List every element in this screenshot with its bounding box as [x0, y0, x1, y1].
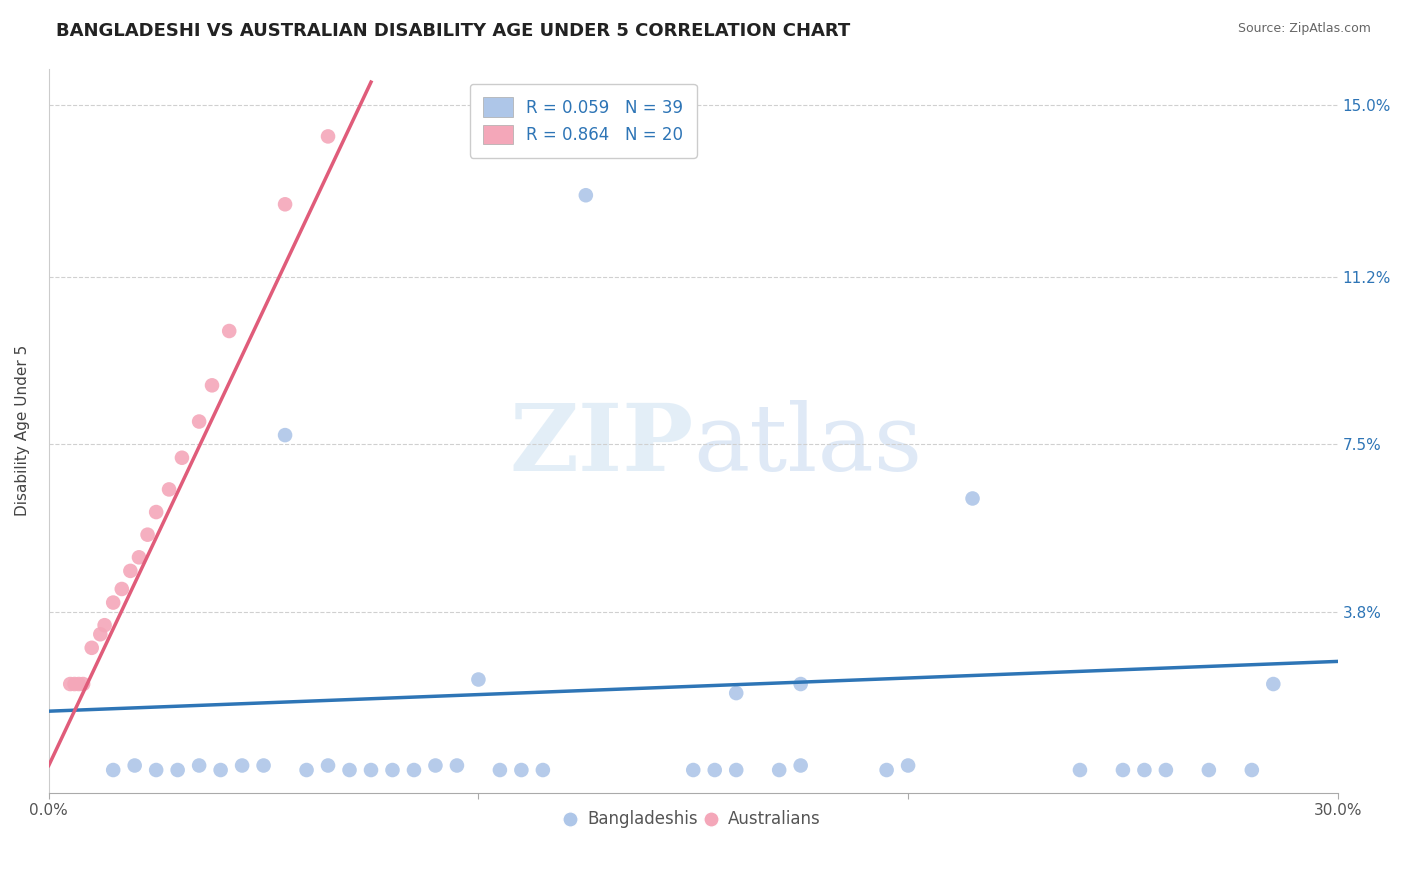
Point: [231, 758, 253, 772]
Point: [295, 763, 318, 777]
Point: [789, 677, 811, 691]
Point: [157, 483, 180, 497]
Point: [425, 758, 447, 772]
Point: [188, 758, 211, 772]
Point: [218, 324, 240, 338]
Point: [170, 450, 193, 465]
Text: atlas: atlas: [693, 401, 922, 490]
Point: [1112, 763, 1135, 777]
Point: [120, 564, 142, 578]
Point: [111, 582, 134, 596]
Legend: Bangladeshis, Australians: Bangladeshis, Australians: [560, 804, 828, 835]
Point: [80, 640, 103, 655]
Point: [89, 627, 111, 641]
Point: [467, 673, 489, 687]
Point: [768, 763, 790, 777]
Point: [201, 378, 224, 392]
Point: [725, 686, 748, 700]
Point: [402, 763, 425, 777]
Point: [188, 415, 211, 429]
Point: [1263, 677, 1285, 691]
Point: [446, 758, 468, 772]
Point: [67, 677, 90, 691]
Point: [381, 763, 404, 777]
Point: [63, 677, 86, 691]
Point: [1198, 763, 1220, 777]
Point: [703, 763, 725, 777]
Point: [124, 758, 146, 772]
Point: [59, 677, 82, 691]
Point: [274, 428, 297, 442]
Point: [1069, 763, 1091, 777]
Point: [789, 758, 811, 772]
Point: [145, 763, 167, 777]
Point: [93, 618, 115, 632]
Point: [103, 596, 125, 610]
Point: [575, 188, 598, 202]
Point: [103, 763, 125, 777]
Point: [1154, 763, 1177, 777]
Point: [682, 763, 704, 777]
Point: [876, 763, 898, 777]
Point: [725, 763, 748, 777]
Point: [274, 197, 297, 211]
Point: [339, 763, 361, 777]
Point: [128, 550, 150, 565]
Point: [962, 491, 984, 506]
Point: [209, 763, 232, 777]
Point: [531, 763, 554, 777]
Text: ZIP: ZIP: [509, 401, 693, 490]
Text: Source: ZipAtlas.com: Source: ZipAtlas.com: [1237, 22, 1371, 36]
Point: [897, 758, 920, 772]
Point: [1133, 763, 1156, 777]
Point: [1240, 763, 1263, 777]
Point: [316, 129, 339, 144]
Point: [489, 763, 512, 777]
Point: [360, 763, 382, 777]
Point: [72, 677, 94, 691]
Point: [510, 763, 533, 777]
Point: [166, 763, 188, 777]
Point: [136, 527, 159, 541]
Point: [316, 758, 339, 772]
Text: BANGLADESHI VS AUSTRALIAN DISABILITY AGE UNDER 5 CORRELATION CHART: BANGLADESHI VS AUSTRALIAN DISABILITY AGE…: [56, 22, 851, 40]
Point: [145, 505, 167, 519]
Point: [252, 758, 274, 772]
Y-axis label: Disability Age Under 5: Disability Age Under 5: [15, 345, 30, 516]
